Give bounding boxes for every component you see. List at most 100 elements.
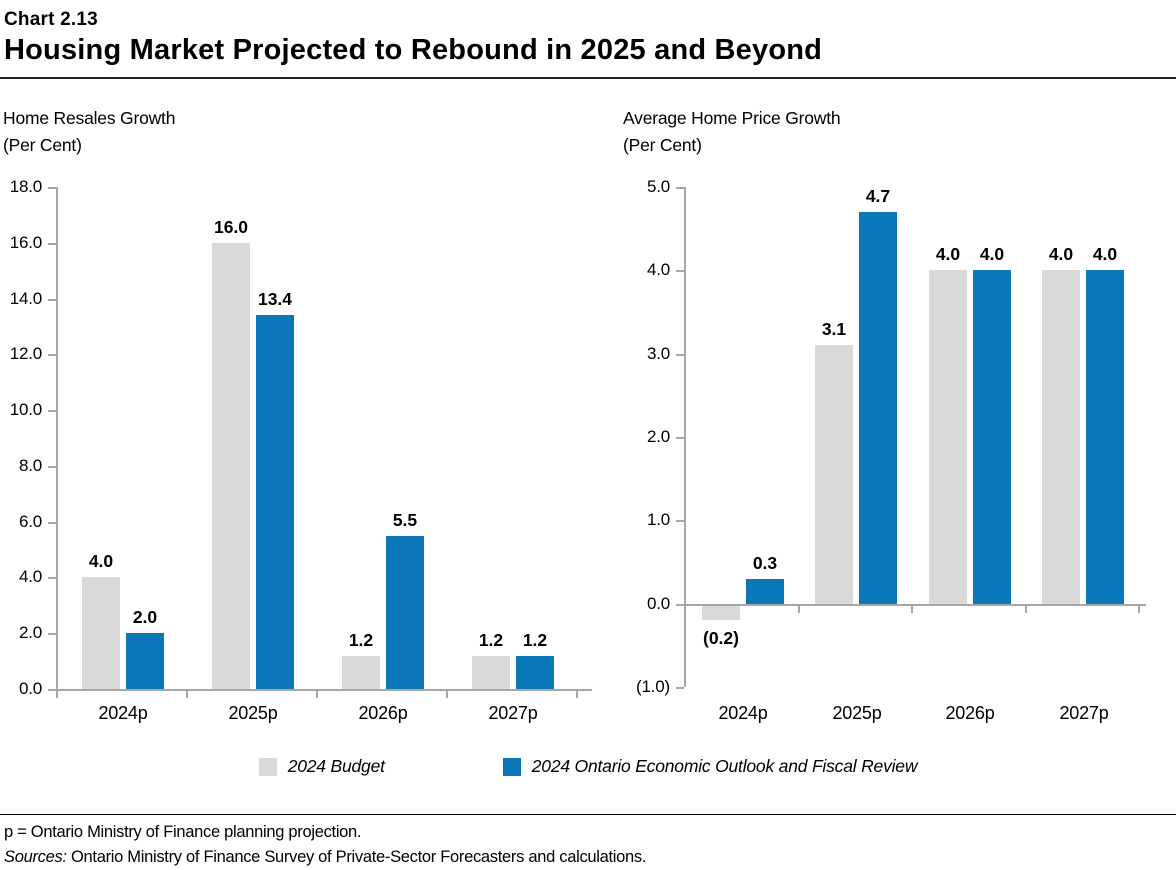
bar-value-label: 4.0 — [979, 244, 1005, 264]
y-tick — [676, 187, 684, 189]
x-tick — [1025, 606, 1027, 613]
page-title: Housing Market Projected to Rebound in 2… — [4, 34, 823, 66]
y-tick — [676, 270, 684, 272]
y-axis-line — [56, 187, 58, 689]
x-category-label: 2027p — [488, 703, 538, 723]
y-tick-label: 0.0 — [18, 679, 42, 698]
bar-outlook — [746, 579, 784, 604]
chart-number: Chart 2.13 — [4, 9, 98, 30]
bar-outlook — [126, 633, 164, 689]
chart-subtitle: Home Resales Growth — [3, 108, 176, 128]
chart-units-label: (Per Cent) — [623, 135, 702, 155]
bar-budget — [82, 577, 120, 689]
x-tick — [186, 691, 188, 698]
y-tick-label: 8.0 — [18, 456, 42, 475]
plot-area: 0.0 2.0 4.0 6.0 8.0 10.0 12.0 14.0 16.0 18.0 2024p… — [0, 79, 620, 734]
y-tick — [48, 689, 56, 691]
legend-item-outlook: 2024 Ontario Economic Outlook and Fiscal… — [502, 756, 918, 777]
sources-label: Sources: — [4, 848, 67, 866]
x-axis-line — [56, 689, 592, 691]
sources-text: Ontario Ministry of Finance Survey of Pr… — [66, 848, 647, 866]
bar-value-label: 5.5 — [392, 510, 418, 530]
figure-footer: p = Ontario Ministry of Finance planning… — [0, 814, 1176, 870]
bar-value-label: 16.0 — [213, 217, 249, 237]
y-tick — [676, 354, 684, 356]
x-tick — [798, 606, 800, 613]
y-tick-label: 4.0 — [646, 260, 670, 279]
bar-value-label: 4.0 — [1048, 244, 1074, 264]
legend-swatch-outlook — [502, 757, 521, 776]
y-tick — [48, 299, 56, 301]
bar-value-label: 1.2 — [522, 630, 548, 650]
bar-value-label: 13.4 — [257, 289, 293, 309]
y-tick — [48, 354, 56, 356]
bar-outlook — [859, 212, 897, 604]
x-tick — [576, 691, 578, 698]
x-axis-line — [684, 604, 1146, 606]
bar-outlook — [256, 315, 294, 689]
bar-value-label: (0.2) — [703, 628, 739, 648]
chart-units-label: (Per Cent) — [3, 135, 82, 155]
y-tick-label: 16.0 — [9, 233, 42, 252]
x-category-label: 2024p — [98, 703, 148, 723]
y-tick — [676, 604, 684, 606]
y-tick-label: 3.0 — [646, 344, 670, 363]
y-tick-label: 10.0 — [9, 400, 42, 419]
chart-average-home-price-growth: Average Home Price Growth (Per Cent) (1.… — [620, 79, 1176, 734]
legend-label-budget: 2024 Budget — [287, 756, 385, 776]
bar-budget — [702, 606, 740, 620]
bar-value-label: 1.2 — [478, 630, 504, 650]
y-tick — [48, 410, 56, 412]
y-tick-label: 4.0 — [18, 567, 42, 586]
legend-swatch-budget — [258, 757, 277, 776]
footer-divider — [0, 814, 1176, 815]
x-tick — [1138, 606, 1140, 613]
bar-value-label: 4.7 — [865, 186, 891, 206]
header-divider — [0, 77, 1176, 79]
y-tick-label: 1.0 — [646, 510, 670, 529]
x-tick — [446, 691, 448, 698]
x-tick — [56, 691, 58, 698]
x-category-label: 2027p — [1059, 703, 1109, 723]
y-tick — [48, 633, 56, 635]
bar-budget — [815, 345, 853, 604]
bar-value-label: 4.0 — [935, 244, 961, 264]
bar-budget — [1042, 270, 1080, 604]
bar-value-label: 0.3 — [752, 553, 778, 573]
y-tick-label: 5.0 — [646, 177, 670, 196]
bar-outlook — [386, 536, 424, 689]
bar-budget — [342, 656, 380, 689]
x-category-label: 2026p — [945, 703, 995, 723]
legend: 2024 Budget 2024 Ontario Economic Outloo… — [0, 756, 1176, 777]
y-tick-label: 2.0 — [18, 623, 42, 642]
y-tick — [48, 577, 56, 579]
y-tick — [48, 466, 56, 468]
y-tick-label: 14.0 — [9, 289, 42, 308]
bar-budget — [212, 243, 250, 689]
bar-outlook — [1086, 270, 1124, 604]
y-tick-label: 18.0 — [9, 177, 42, 196]
bar-budget — [472, 656, 510, 689]
legend-label-outlook: 2024 Ontario Economic Outlook and Fiscal… — [531, 756, 918, 776]
bar-value-label: 1.2 — [348, 630, 374, 650]
y-tick-label: 12.0 — [9, 344, 42, 363]
x-category-label: 2026p — [358, 703, 408, 723]
chart-subtitle-block: Average Home Price Growth (Per Cent) — [623, 105, 841, 159]
x-tick — [316, 691, 318, 698]
y-tick — [676, 687, 684, 689]
legend-item-budget: 2024 Budget — [258, 756, 385, 777]
x-category-label: 2024p — [718, 703, 768, 723]
y-tick — [48, 187, 56, 189]
x-category-label: 2025p — [228, 703, 278, 723]
figure-header: Chart 2.13 Housing Market Projected to R… — [0, 0, 1176, 68]
plot-area: (1.0) 0.0 1.0 2.0 3.0 4.0 5.0 2024p 2025p 2026p 20… — [620, 79, 1176, 734]
y-tick-label: 2.0 — [646, 427, 670, 446]
chart-subtitle: Average Home Price Growth — [623, 108, 841, 128]
y-axis-line — [684, 187, 686, 687]
y-tick — [48, 522, 56, 524]
footnote-projection: p = Ontario Ministry of Finance planning… — [4, 823, 362, 841]
bar-outlook — [516, 656, 554, 689]
y-tick — [48, 243, 56, 245]
x-tick — [911, 606, 913, 613]
